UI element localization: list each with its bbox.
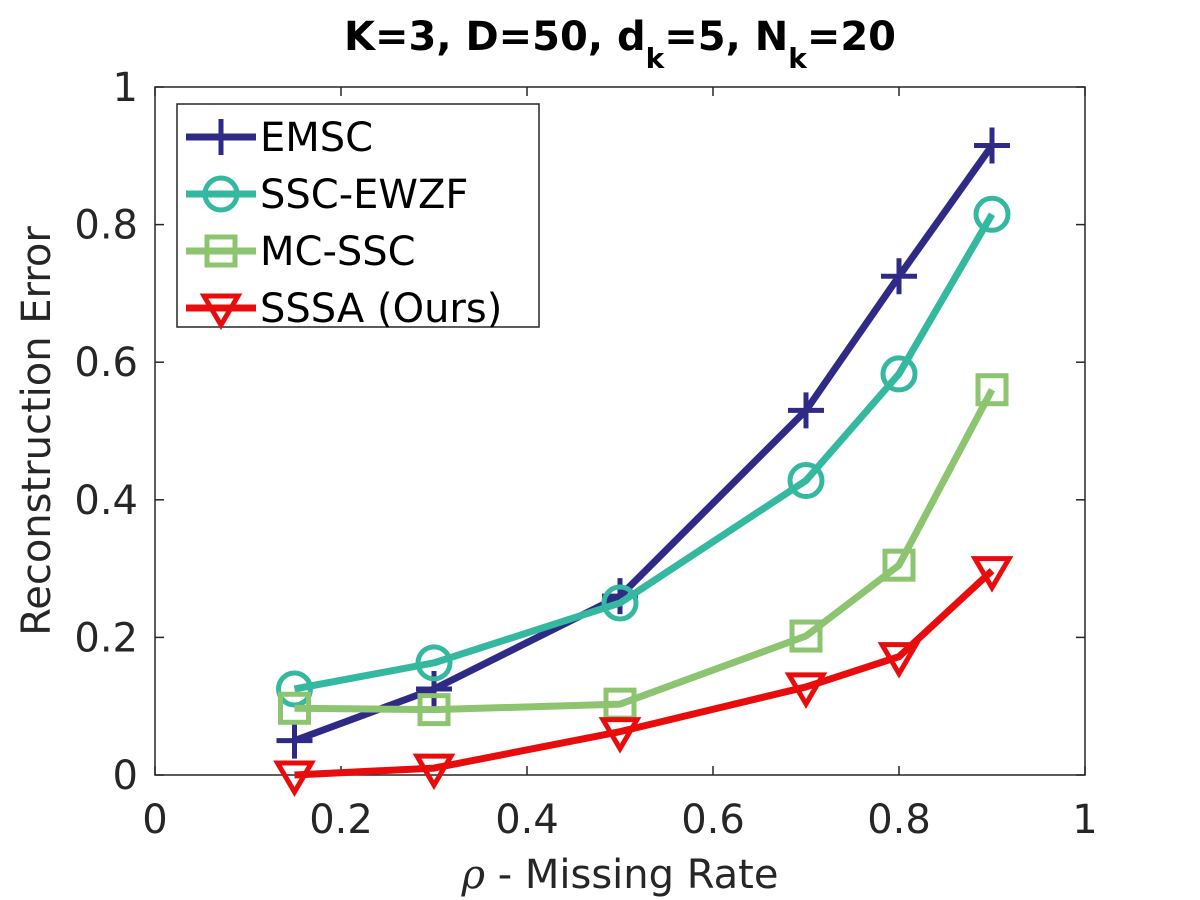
y-tick-label: 0.2 bbox=[74, 615, 138, 661]
data-point bbox=[601, 584, 639, 622]
legend-marker bbox=[199, 293, 243, 330]
legend-item: SSSA (Ours) bbox=[186, 286, 502, 332]
legend-label: MC-SSC bbox=[260, 229, 416, 275]
data-point bbox=[970, 556, 1014, 593]
data-point bbox=[973, 195, 1011, 233]
series-emsc bbox=[276, 127, 1010, 759]
series-ssc-ewzf bbox=[276, 195, 1011, 708]
x-tick-label: 0.6 bbox=[681, 797, 745, 843]
x-tick-label: 0.8 bbox=[867, 797, 931, 843]
y-axis-label: Reconstruction Error bbox=[14, 226, 60, 636]
y-axis: 0 0.2 0.4 0.6 0.8 1 bbox=[74, 65, 1085, 799]
data-point bbox=[974, 127, 1010, 164]
x-tick-label: 0.4 bbox=[495, 797, 559, 843]
data-point bbox=[880, 355, 918, 393]
series-sssa-ours bbox=[273, 556, 1014, 797]
data-point bbox=[412, 753, 456, 791]
x-tick-label: 0 bbox=[142, 797, 167, 843]
data-point bbox=[278, 691, 311, 725]
legend-label: EMSC bbox=[260, 115, 373, 161]
legend: EMSC SSC-EWZF MC-SSC SSSA (Ours) bbox=[176, 103, 540, 332]
data-point bbox=[276, 670, 313, 708]
data-point bbox=[881, 258, 917, 295]
y-tick-label: 1 bbox=[113, 65, 138, 111]
legend-item: EMSC bbox=[186, 115, 373, 161]
legend-marker bbox=[203, 119, 239, 155]
x-axis-label: ρ - Missing Rate bbox=[461, 852, 779, 898]
data-point bbox=[787, 462, 825, 500]
legend-item: MC-SSC bbox=[186, 229, 416, 275]
legend-marker bbox=[204, 234, 238, 268]
series-line bbox=[293, 212, 996, 693]
data-point bbox=[276, 722, 313, 759]
data-point bbox=[273, 760, 316, 797]
legend-label: SSSA (Ours) bbox=[260, 286, 502, 332]
y-tick-label: 0.4 bbox=[74, 478, 138, 524]
legend-marker bbox=[202, 175, 240, 213]
chart-title: K=3, D=50, dk=5, Nk=20 bbox=[344, 14, 896, 75]
data-point bbox=[789, 619, 823, 653]
data-point bbox=[598, 717, 642, 754]
series-mc-ssc bbox=[278, 373, 1009, 727]
y-tick-label: 0 bbox=[113, 753, 138, 799]
data-point bbox=[417, 693, 451, 727]
data-point bbox=[882, 548, 916, 582]
legend-label: SSC-EWZF bbox=[260, 172, 468, 218]
x-tick-label: 0.2 bbox=[309, 797, 373, 843]
x-axis: 0 0.2 0.4 0.6 0.8 1 bbox=[142, 87, 1098, 843]
legend-item: SSC-EWZF bbox=[186, 172, 468, 218]
data-point bbox=[415, 644, 453, 682]
series-line bbox=[294, 388, 996, 714]
data-point bbox=[784, 672, 828, 709]
data-point bbox=[975, 373, 1009, 407]
legend-box bbox=[176, 103, 540, 328]
data-point bbox=[877, 642, 921, 679]
x-tick-label: 1 bbox=[1072, 797, 1097, 843]
series-layer bbox=[273, 127, 1014, 797]
y-tick-label: 0.6 bbox=[74, 340, 138, 386]
series-line bbox=[293, 143, 995, 744]
y-tick-label: 0.8 bbox=[74, 203, 138, 249]
data-point bbox=[788, 392, 824, 429]
